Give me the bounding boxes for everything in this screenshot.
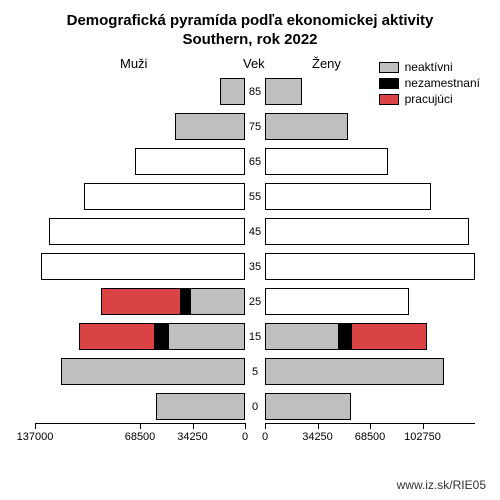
pyramid-row: 45 <box>35 218 475 245</box>
pyramid-row: 65 <box>35 148 475 175</box>
x-axis: 13700068500342500 03425068500102750 <box>35 423 475 463</box>
bar-segment-white <box>49 218 245 245</box>
axis-tick-label: 34250 <box>177 431 208 443</box>
age-label: 65 <box>245 156 265 168</box>
legend-label: neaktívni <box>405 60 453 74</box>
title-line-2: Southern, rok 2022 <box>182 31 317 48</box>
bar-female <box>265 78 475 105</box>
bar-segment-inactive <box>265 78 302 105</box>
bar-male <box>35 323 245 350</box>
bar-female <box>265 393 475 420</box>
age-label: 5 <box>245 366 265 378</box>
age-label: 55 <box>245 191 265 203</box>
bar-segment-white <box>265 288 409 315</box>
axis-female: 0 34250 68500 102750 <box>265 423 475 463</box>
bar-male <box>35 253 245 280</box>
age-label: 45 <box>245 226 265 238</box>
axis-tick-label: 34250 <box>302 431 333 443</box>
bar-segment-white <box>265 218 469 245</box>
title-line-1: Demografická pyramída podľa ekonomickej … <box>67 12 434 29</box>
axis-tick <box>140 423 141 429</box>
pyramid-row: 75 <box>35 113 475 140</box>
age-label: 85 <box>245 86 265 98</box>
bar-segment-working <box>79 323 154 350</box>
pyramid-chart: Demografická pyramída podľa ekonomickej … <box>0 0 500 500</box>
axis-tick <box>423 423 424 429</box>
bar-segment-inactive <box>220 78 245 105</box>
bar-segment-white <box>135 148 245 175</box>
bar-female <box>265 183 475 210</box>
bar-segment-inactive <box>190 288 245 315</box>
axis-male: 13700068500342500 <box>35 423 245 463</box>
bar-female <box>265 323 475 350</box>
bar-male <box>35 183 245 210</box>
age-label: 35 <box>245 261 265 273</box>
bar-segment-inactive <box>61 358 245 385</box>
bar-segment-inactive <box>265 113 348 140</box>
bar-male <box>35 148 245 175</box>
bar-male <box>35 218 245 245</box>
pyramid-row: 25 <box>35 288 475 315</box>
pyramid-row: 55 <box>35 183 475 210</box>
pyramid-row: 15 <box>35 323 475 350</box>
bar-segment-white <box>84 183 245 210</box>
axis-tick <box>265 423 266 429</box>
bar-segment-unemployed <box>339 323 351 350</box>
pyramid-row: 5 <box>35 358 475 385</box>
axis-tick <box>193 423 194 429</box>
age-label: 0 <box>245 401 265 413</box>
bar-female <box>265 288 475 315</box>
bar-female <box>265 253 475 280</box>
age-label: 25 <box>245 296 265 308</box>
source-text: www.iz.sk/RIE05 <box>397 478 486 492</box>
axis-tick-label: 102750 <box>404 431 441 443</box>
axis-tick-label: 68500 <box>125 431 156 443</box>
bar-male <box>35 78 245 105</box>
age-label: 75 <box>245 121 265 133</box>
plot-area: 85 75 65 55 45 35 25 15 5 0 <box>35 78 475 423</box>
bar-segment-inactive <box>265 358 444 385</box>
bar-segment-inactive <box>265 323 339 350</box>
bar-male <box>35 358 245 385</box>
bar-female <box>265 358 475 385</box>
bar-male <box>35 288 245 315</box>
axis-tick-label: 68500 <box>355 431 386 443</box>
axis-tick-label: 0 <box>242 431 248 443</box>
axis-tick <box>318 423 319 429</box>
header-male: Muži <box>120 56 147 71</box>
bar-female <box>265 218 475 245</box>
bar-segment-inactive <box>156 393 245 420</box>
bar-segment-working <box>351 323 428 350</box>
bar-segment-inactive <box>265 393 351 420</box>
bar-male <box>35 393 245 420</box>
bar-segment-unemployed <box>181 288 190 315</box>
header-female: Ženy <box>312 56 341 71</box>
bar-segment-inactive <box>168 323 245 350</box>
bar-segment-inactive <box>175 113 246 140</box>
axis-tick <box>370 423 371 429</box>
age-label: 15 <box>245 331 265 343</box>
chart-title: Demografická pyramída podľa ekonomickej … <box>0 12 500 50</box>
pyramid-row: 85 <box>35 78 475 105</box>
bar-male <box>35 113 245 140</box>
bar-female <box>265 113 475 140</box>
bar-segment-white <box>265 183 431 210</box>
pyramid-row: 35 <box>35 253 475 280</box>
header-age: Vek <box>243 56 265 71</box>
bar-segment-unemployed <box>155 323 169 350</box>
axis-tick <box>35 423 36 429</box>
bar-segment-white <box>265 148 388 175</box>
legend-swatch <box>379 62 399 73</box>
axis-tick <box>245 423 246 429</box>
bar-segment-white <box>265 253 475 280</box>
axis-tick-label: 137000 <box>17 431 54 443</box>
pyramid-row: 0 <box>35 393 475 420</box>
legend-item: neaktívni <box>379 60 480 74</box>
bar-segment-working <box>101 288 181 315</box>
bar-segment-white <box>41 253 245 280</box>
bar-female <box>265 148 475 175</box>
axis-tick-label: 0 <box>262 431 268 443</box>
